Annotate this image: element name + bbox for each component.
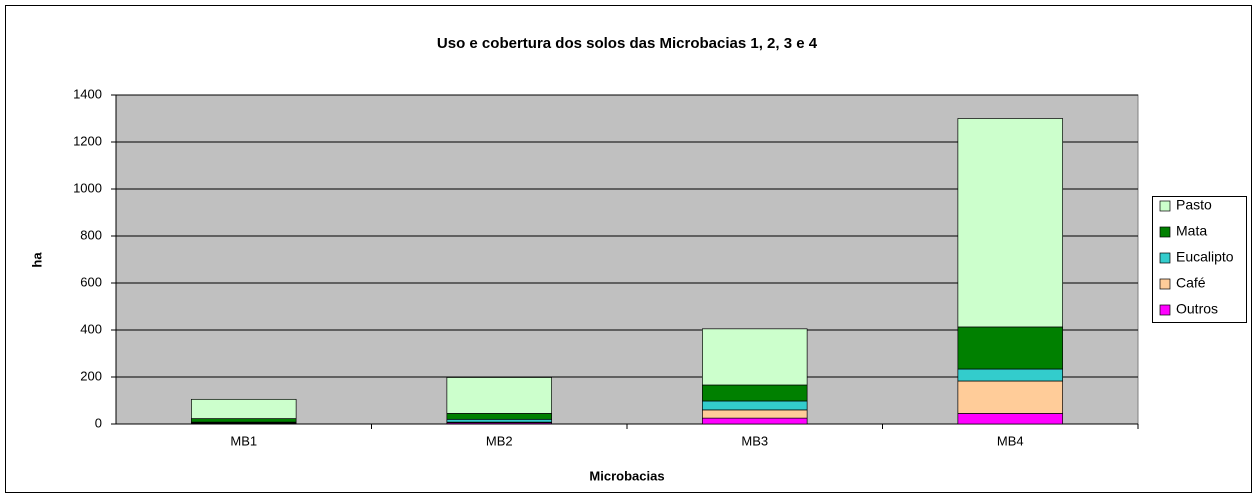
- bar-segment: [957, 326, 1063, 370]
- x-tick-label: MB2: [486, 433, 513, 448]
- legend-label: Mata: [1176, 223, 1207, 239]
- y-tick-label: 0: [95, 415, 102, 430]
- bar-segment: [191, 418, 297, 423]
- bar-segment: [446, 413, 552, 420]
- bar-segment: [957, 118, 1063, 328]
- bar-segment: [702, 409, 808, 419]
- legend-swatch: [1159, 252, 1171, 264]
- bar-segment: [702, 328, 808, 386]
- chart-title: Uso e cobertura dos solos das Microbacia…: [437, 35, 818, 52]
- legend-label: Eucalipto: [1176, 249, 1234, 265]
- bar-segment: [446, 418, 552, 423]
- legend-swatch: [1159, 200, 1171, 212]
- bar-segment: [702, 417, 808, 425]
- bar-segment: [446, 377, 552, 414]
- legend-label: Café: [1176, 275, 1206, 291]
- y-tick-label: 1200: [73, 133, 102, 148]
- y-tick-label: 1000: [73, 180, 102, 195]
- legend-label: Pasto: [1176, 197, 1212, 213]
- legend-swatch: [1159, 278, 1171, 290]
- bar-segment: [702, 400, 808, 411]
- y-tick-label: 600: [80, 274, 102, 289]
- bar-segment: [957, 368, 1063, 382]
- legend-swatch: [1159, 226, 1171, 238]
- bar-segment: [191, 398, 297, 419]
- y-tick-label: 400: [80, 321, 102, 336]
- legend-label: Outros: [1176, 301, 1218, 317]
- x-axis-label: Microbacias: [589, 468, 664, 483]
- bar-segment: [957, 413, 1063, 425]
- y-tick-label: 200: [80, 368, 102, 383]
- x-tick-label: MB3: [741, 433, 768, 448]
- bar-segment: [702, 384, 808, 402]
- legend-swatch: [1159, 304, 1171, 316]
- bar-segment: [957, 380, 1063, 414]
- x-tick-label: MB1: [230, 433, 257, 448]
- y-tick-label: 800: [80, 227, 102, 242]
- y-axis-label: ha: [29, 252, 44, 268]
- x-tick-label: MB4: [997, 433, 1024, 448]
- y-tick-label: 1400: [73, 86, 102, 101]
